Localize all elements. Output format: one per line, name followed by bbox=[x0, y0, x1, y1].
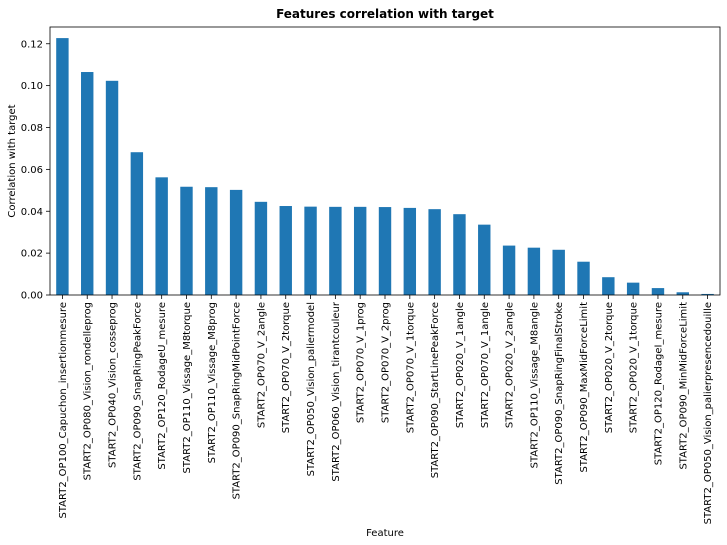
bar bbox=[453, 214, 466, 295]
x-tick-label: START2_OP020_V_1angle bbox=[455, 302, 466, 428]
y-tick-label: 0.12 bbox=[21, 39, 43, 50]
bar bbox=[353, 206, 367, 295]
x-tick-label: START2_OP090_SnapRingPeakForce bbox=[132, 302, 143, 481]
bar bbox=[229, 189, 243, 295]
x-tick-label: START2_OP060_Vision_tirantcouleur bbox=[331, 301, 342, 481]
x-tick-label: START2_OP120_RodageU_mesure bbox=[157, 302, 168, 470]
bars-group bbox=[56, 38, 714, 296]
x-tick-label: START2_OP120_RodageI_mesure bbox=[653, 302, 664, 465]
bar bbox=[602, 277, 615, 295]
bar bbox=[81, 72, 94, 296]
bar bbox=[279, 206, 292, 295]
bar bbox=[676, 292, 689, 295]
bar bbox=[180, 186, 193, 295]
bar bbox=[56, 38, 69, 295]
x-tick-label: START2_OP110_Vissage_M8torque bbox=[182, 302, 193, 473]
y-axis: 0.00 0.02 0.04 0.06 0.08 0.10 0.12 bbox=[21, 39, 50, 302]
x-tick-label: START2_OP080_Vision_rondelleprog bbox=[83, 302, 94, 480]
bar bbox=[329, 206, 342, 295]
bar bbox=[105, 80, 119, 295]
y-tick-label: 0.00 bbox=[21, 291, 43, 302]
chart-title: Features correlation with target bbox=[276, 7, 494, 21]
bar bbox=[527, 247, 541, 295]
bar bbox=[552, 249, 565, 295]
y-tick-label: 0.04 bbox=[21, 207, 43, 218]
bar bbox=[626, 282, 640, 295]
x-tick-label: START2_OP090_SnapRingFinalStroke bbox=[554, 302, 565, 485]
bar bbox=[651, 288, 665, 295]
x-axis: START2_OP100_Capuchon_insertionmesure STA… bbox=[58, 295, 714, 524]
bar bbox=[701, 293, 714, 295]
y-tick-label: 0.10 bbox=[21, 81, 43, 92]
x-tick-label: START2_OP070_V_1torque bbox=[405, 302, 416, 433]
y-tick-label: 0.02 bbox=[21, 249, 43, 260]
x-tick-label: START2_OP110_Vissage_M8prog bbox=[207, 302, 218, 463]
x-tick-label: START2_OP100_Capuchon_insertionmesure bbox=[58, 302, 69, 519]
x-tick-label: START2_OP020_V_2torque bbox=[604, 302, 615, 433]
x-tick-label: START2_OP070_V_1prog bbox=[356, 302, 367, 423]
x-tick-label: START2_OP040_Vision_cosseprog bbox=[108, 302, 119, 468]
x-tick-label: START2_OP020_V_2angle bbox=[505, 302, 516, 428]
x-tick-label: START2_OP090_MinMidForceLimit bbox=[678, 302, 689, 470]
x-tick-label: START2_OP050_Vision_paliermodel bbox=[306, 302, 317, 476]
bar bbox=[577, 261, 590, 295]
x-tick-label: START2_OP070_V_2torque bbox=[281, 302, 292, 433]
x-tick-label: START2_OP070_V_2angle bbox=[256, 302, 267, 428]
y-axis-label: Correlation with target bbox=[7, 104, 18, 217]
bar bbox=[130, 152, 144, 295]
x-tick-label: START2_OP050_Vision_palierpresencedouill… bbox=[703, 302, 714, 524]
x-tick-label: START2_OP070_V_2prog bbox=[381, 302, 392, 423]
y-tick-label: 0.08 bbox=[21, 123, 43, 134]
bar bbox=[478, 224, 491, 295]
plot-border bbox=[49, 26, 721, 296]
x-tick-label: START2_OP020_V_1torque bbox=[629, 302, 640, 433]
bar bbox=[403, 207, 417, 295]
x-tick-label: START2_OP070_V_1angle bbox=[480, 302, 491, 428]
x-axis-label: Feature bbox=[366, 528, 404, 539]
bar bbox=[428, 209, 441, 295]
x-tick-label: START2_OP110_Vissage_M8angle bbox=[529, 302, 540, 468]
bar bbox=[205, 187, 218, 295]
bar bbox=[304, 206, 317, 295]
x-tick-label: START2_OP090_StartLinePeakForce bbox=[430, 302, 441, 478]
y-tick-label: 0.06 bbox=[21, 165, 43, 176]
x-tick-label: START2_OP090_MaxMidForceLimit bbox=[579, 302, 590, 473]
bar bbox=[254, 201, 268, 295]
bar bbox=[155, 177, 168, 295]
x-tick-label: START2_OP090_SnapRingMidPointForce bbox=[232, 302, 243, 499]
bar bbox=[378, 207, 392, 295]
bar bbox=[502, 245, 516, 295]
plot-frame bbox=[49, 26, 721, 296]
